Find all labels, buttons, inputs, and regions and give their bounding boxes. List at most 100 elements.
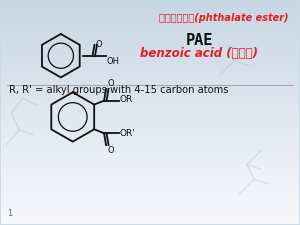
Bar xyxy=(2,200,298,204)
Bar xyxy=(2,32,298,35)
Bar xyxy=(2,94,298,97)
Bar xyxy=(2,89,298,92)
Bar xyxy=(2,29,298,32)
Bar xyxy=(2,127,298,130)
Bar xyxy=(2,109,298,112)
Bar xyxy=(2,220,298,224)
Bar xyxy=(2,158,298,161)
Bar xyxy=(2,100,298,104)
Bar xyxy=(2,218,298,221)
Bar xyxy=(2,60,298,64)
Bar xyxy=(2,74,298,77)
Bar xyxy=(2,194,298,197)
Bar xyxy=(2,118,298,122)
Bar xyxy=(2,176,298,179)
Bar xyxy=(2,14,298,17)
Bar xyxy=(2,116,298,119)
Bar xyxy=(2,203,298,206)
Bar xyxy=(2,25,298,28)
Text: benzoic acid (苯甲酸): benzoic acid (苯甲酸) xyxy=(140,47,258,60)
Text: 1: 1 xyxy=(7,209,13,218)
Bar xyxy=(2,160,298,164)
Bar xyxy=(2,183,298,186)
Bar xyxy=(2,149,298,153)
Bar xyxy=(2,38,298,41)
Bar xyxy=(2,107,298,110)
Bar xyxy=(2,98,298,101)
Bar xyxy=(2,151,298,155)
Bar xyxy=(2,105,298,108)
Bar xyxy=(2,69,298,72)
Bar xyxy=(2,72,298,75)
Bar xyxy=(2,23,298,26)
Bar xyxy=(2,112,298,115)
Bar xyxy=(2,147,298,150)
Bar xyxy=(2,120,298,124)
Bar xyxy=(2,145,298,148)
Bar xyxy=(2,187,298,190)
Bar xyxy=(2,198,298,201)
Bar xyxy=(2,191,298,195)
Bar xyxy=(2,63,298,66)
Bar xyxy=(2,40,298,44)
Bar xyxy=(2,87,298,90)
Bar xyxy=(2,180,298,184)
Text: OR': OR' xyxy=(120,129,136,138)
Bar xyxy=(2,136,298,139)
Bar xyxy=(2,65,298,68)
Bar xyxy=(2,163,298,166)
Bar xyxy=(2,67,298,70)
Bar xyxy=(2,178,298,181)
Bar xyxy=(2,43,298,46)
Bar xyxy=(2,16,298,19)
Bar xyxy=(2,80,298,84)
Bar xyxy=(2,205,298,208)
Bar xyxy=(2,11,298,15)
Bar xyxy=(2,216,298,219)
Bar xyxy=(2,18,298,21)
Bar xyxy=(2,212,298,215)
Bar xyxy=(2,123,298,126)
Bar xyxy=(2,20,298,24)
Bar xyxy=(2,207,298,210)
Bar xyxy=(2,27,298,30)
Bar xyxy=(2,156,298,159)
Bar xyxy=(2,96,298,99)
Bar xyxy=(2,214,298,217)
Bar xyxy=(2,36,298,39)
Bar xyxy=(2,125,298,128)
Text: O: O xyxy=(95,40,102,49)
Bar xyxy=(2,129,298,133)
Bar xyxy=(2,58,298,61)
Text: OH: OH xyxy=(106,57,119,66)
Bar xyxy=(2,78,298,81)
Bar xyxy=(2,209,298,212)
Bar xyxy=(2,45,298,48)
Bar xyxy=(2,134,298,137)
Bar xyxy=(2,165,298,168)
Bar xyxy=(2,174,298,177)
Bar xyxy=(2,167,298,170)
Bar xyxy=(2,49,298,52)
Bar xyxy=(2,138,298,141)
Bar xyxy=(2,85,298,88)
Text: PAE: PAE xyxy=(186,33,213,48)
Bar xyxy=(2,154,298,157)
Bar xyxy=(2,114,298,117)
Bar xyxy=(2,171,298,175)
Text: O: O xyxy=(107,146,114,155)
Bar xyxy=(2,52,298,55)
Bar xyxy=(2,7,298,10)
Bar xyxy=(2,83,298,86)
Bar xyxy=(2,3,298,6)
Bar xyxy=(2,196,298,199)
Bar xyxy=(2,9,298,13)
Bar xyxy=(2,92,298,95)
Bar xyxy=(2,5,298,8)
Bar xyxy=(2,140,298,144)
Bar xyxy=(2,143,298,146)
Text: 邻苯二甲酸酯(phthalate ester): 邻苯二甲酸酯(phthalate ester) xyxy=(159,13,289,23)
Bar xyxy=(2,56,298,59)
Bar xyxy=(2,189,298,193)
Text: OR: OR xyxy=(120,95,133,104)
